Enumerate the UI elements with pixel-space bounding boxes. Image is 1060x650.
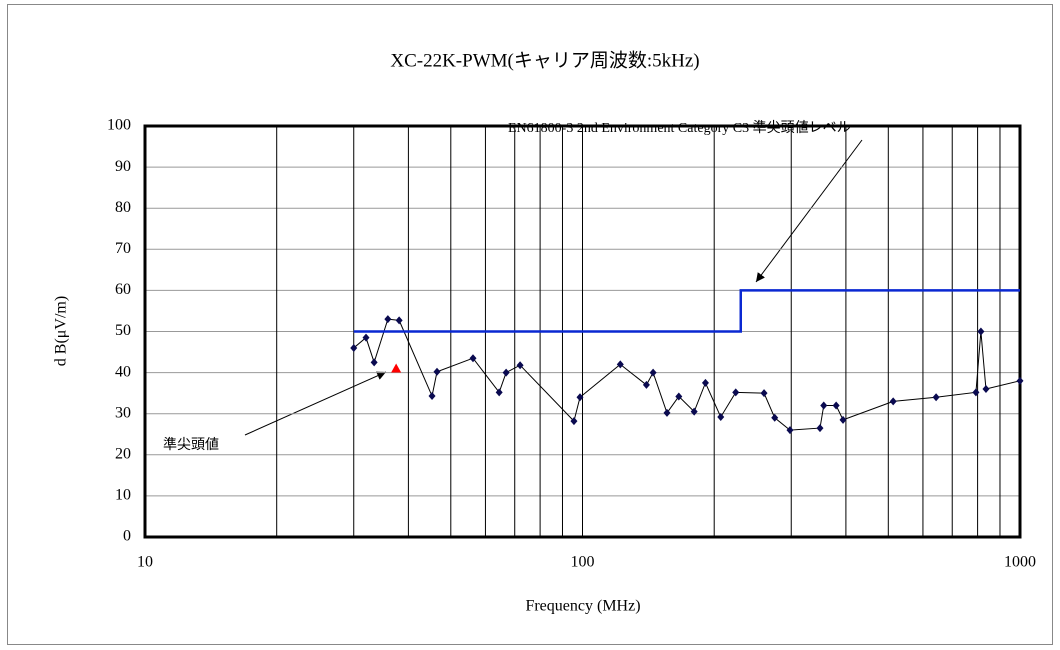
data-point (391, 363, 402, 373)
y-tick-label: 90 (115, 158, 131, 175)
data-point (495, 388, 503, 397)
data-point (690, 407, 698, 416)
y-tick-label: 30 (115, 404, 131, 421)
y-tick-label: 50 (115, 322, 131, 339)
y-tick-label: 10 (115, 487, 131, 504)
data-point (820, 401, 828, 410)
data-point (771, 413, 779, 422)
y-tick-label: 20 (115, 445, 131, 462)
annotation-arrow (244, 371, 387, 436)
data-point (732, 388, 740, 397)
data-point (350, 343, 358, 352)
data-point (977, 327, 985, 336)
data-point (502, 368, 510, 377)
annotation: 準尖頭値 (163, 437, 219, 453)
data-point (663, 408, 671, 417)
data-point (516, 361, 524, 370)
data-point (972, 388, 980, 397)
data-point (932, 393, 940, 402)
data-point (362, 333, 370, 342)
y-tick-label: 60 (115, 281, 131, 298)
y-axis-label: d B(μV/m) (53, 296, 70, 366)
y-tick-label: 0 (123, 528, 131, 545)
data-point (675, 392, 683, 401)
data-point (982, 385, 990, 394)
series-line (353, 289, 1020, 333)
annotation: EN61800-3 2nd Environment Category C3 準尖… (508, 120, 851, 136)
x-tick-label: 10 (137, 554, 153, 571)
data-point (616, 360, 624, 369)
data-point (816, 424, 824, 433)
data-point (1016, 376, 1024, 385)
data-point (839, 415, 847, 424)
x-axis-label: Frequency (MHz) (525, 598, 640, 615)
x-tick-label: 100 (571, 554, 595, 571)
data-point (786, 426, 794, 435)
data-point (642, 380, 650, 389)
y-tick-label: 80 (115, 199, 131, 216)
data-point (889, 397, 897, 406)
data-point (433, 367, 441, 376)
plot-frame (143, 124, 1022, 539)
y-tick-label: 40 (115, 363, 131, 380)
data-point (832, 401, 840, 410)
data-point (576, 393, 584, 402)
data-point (701, 378, 709, 387)
annotation-arrow (755, 139, 863, 283)
data-point (760, 389, 768, 398)
data-point (428, 392, 436, 401)
data-point (717, 412, 725, 421)
data-point (370, 358, 378, 367)
x-tick-label: 1000 (1004, 554, 1036, 571)
chart-title: XC-22K-PWM(キャリア周波数:5kHz) (390, 49, 699, 71)
data-point (649, 368, 657, 377)
y-tick-label: 70 (115, 240, 131, 257)
data-point (469, 354, 477, 363)
y-tick-label: 100 (107, 117, 131, 134)
data-point (570, 417, 578, 426)
data-point (395, 316, 403, 325)
chart-frame (7, 4, 1053, 645)
data-point (384, 315, 392, 324)
